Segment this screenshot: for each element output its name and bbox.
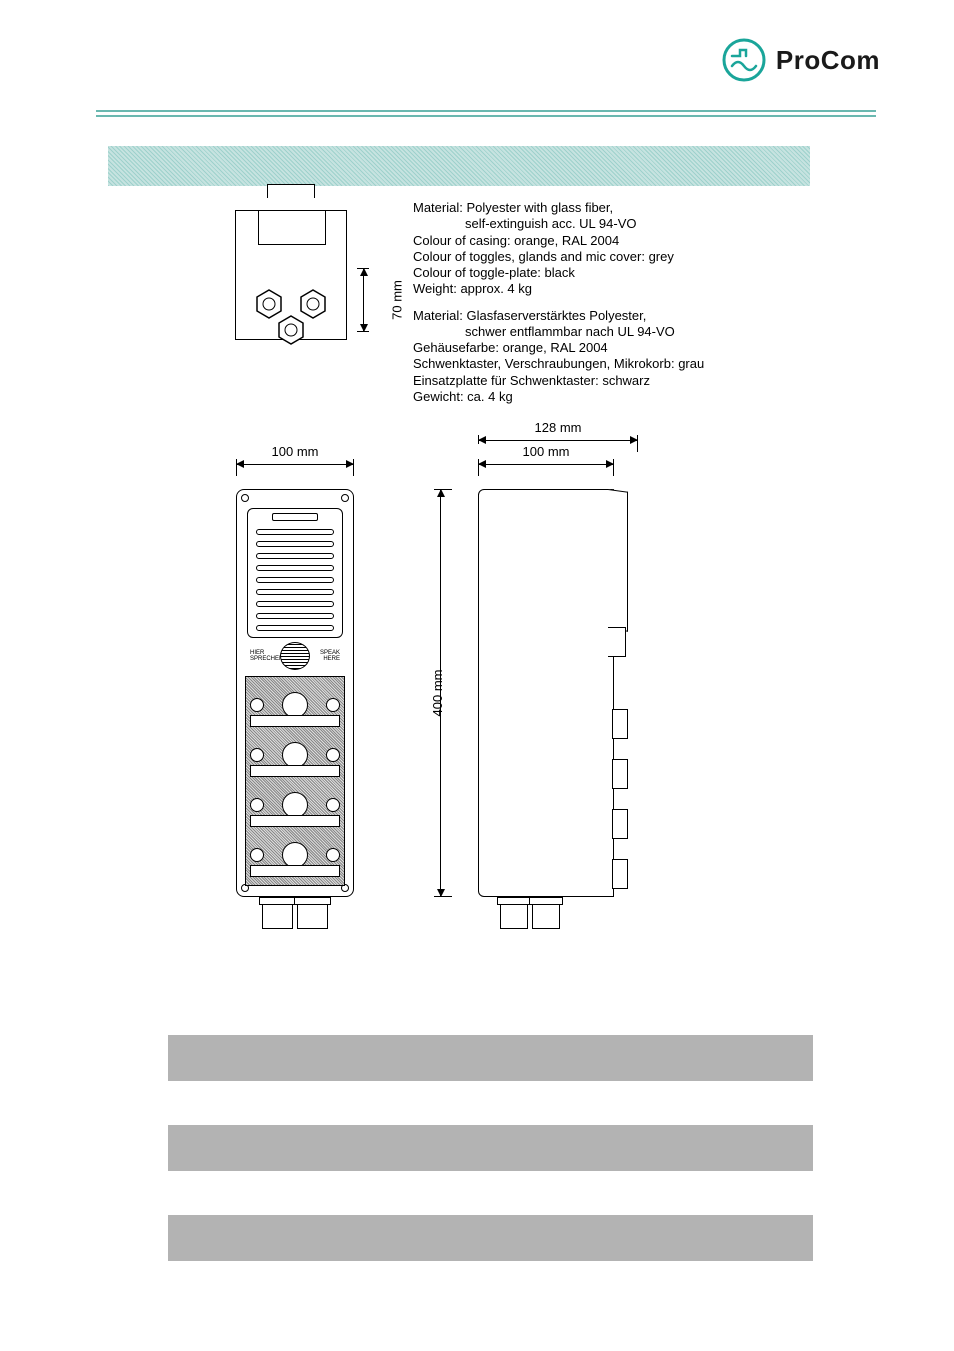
spec-text: Material: Polyester with glass fiber, se… bbox=[413, 200, 833, 405]
spec-line: schwer entflammbar nach UL 94-VO bbox=[413, 324, 833, 340]
spec-line: Einsatzplatte für Schwenktaster: schwarz bbox=[413, 373, 833, 389]
gland-icon bbox=[276, 315, 306, 345]
bottom-view-diagram: 70 mm bbox=[235, 198, 375, 348]
toggle-side-icon bbox=[612, 809, 628, 839]
mic-label: SPRECHEN bbox=[250, 656, 280, 662]
spec-line: Colour of toggle-plate: black bbox=[413, 265, 833, 281]
header-rule-2 bbox=[96, 115, 876, 117]
toggle-side-icon bbox=[612, 859, 628, 889]
brand-mark-icon bbox=[722, 38, 766, 82]
spec-line: Colour of casing: orange, RAL 2004 bbox=[413, 233, 833, 249]
spec-line: Weight: approx. 4 kg bbox=[413, 281, 833, 297]
mic-row: HIER SPRECHEN SPEAK HERE bbox=[247, 642, 343, 670]
toggle-side-icon bbox=[612, 709, 628, 739]
spec-line: Gewicht: ca. 4 kg bbox=[413, 389, 833, 405]
cable-glands bbox=[262, 897, 328, 929]
speaker-grille bbox=[247, 508, 343, 638]
toggle-side-icon bbox=[612, 759, 628, 789]
mic-label: HERE bbox=[310, 656, 340, 662]
brand-name: ProCom bbox=[776, 45, 880, 76]
dimension-100mm: 100 mm bbox=[236, 454, 354, 474]
spec-line: Material: Glasfaserverstärktes Polyester… bbox=[413, 308, 833, 324]
spec-line: Material: Polyester with glass fiber, bbox=[413, 200, 833, 216]
section-band bbox=[168, 1035, 813, 1081]
section-band bbox=[168, 1125, 813, 1171]
title-band bbox=[108, 146, 810, 186]
brand-logo: ProCom bbox=[722, 38, 880, 82]
spec-line: Schwenktaster, Verschraubungen, Mikrokor… bbox=[413, 356, 833, 372]
section-band bbox=[168, 1215, 813, 1261]
spec-line: self-extinguish acc. UL 94-VO bbox=[413, 216, 833, 232]
side-view-diagram: 128 mm 100 mm 400 mm bbox=[460, 454, 640, 984]
front-view-diagram: 100 mm HIER SPRECHEN bbox=[236, 454, 354, 984]
spec-line: Gehäusefarbe: orange, RAL 2004 bbox=[413, 340, 833, 356]
toggle-panel bbox=[245, 676, 345, 886]
spec-line: Colour of toggles, glands and mic cover:… bbox=[413, 249, 833, 265]
header-rule bbox=[96, 110, 876, 112]
dimension-100mm-side: 100 mm bbox=[478, 454, 614, 474]
mic-icon bbox=[280, 642, 310, 670]
cable-glands bbox=[500, 897, 560, 929]
